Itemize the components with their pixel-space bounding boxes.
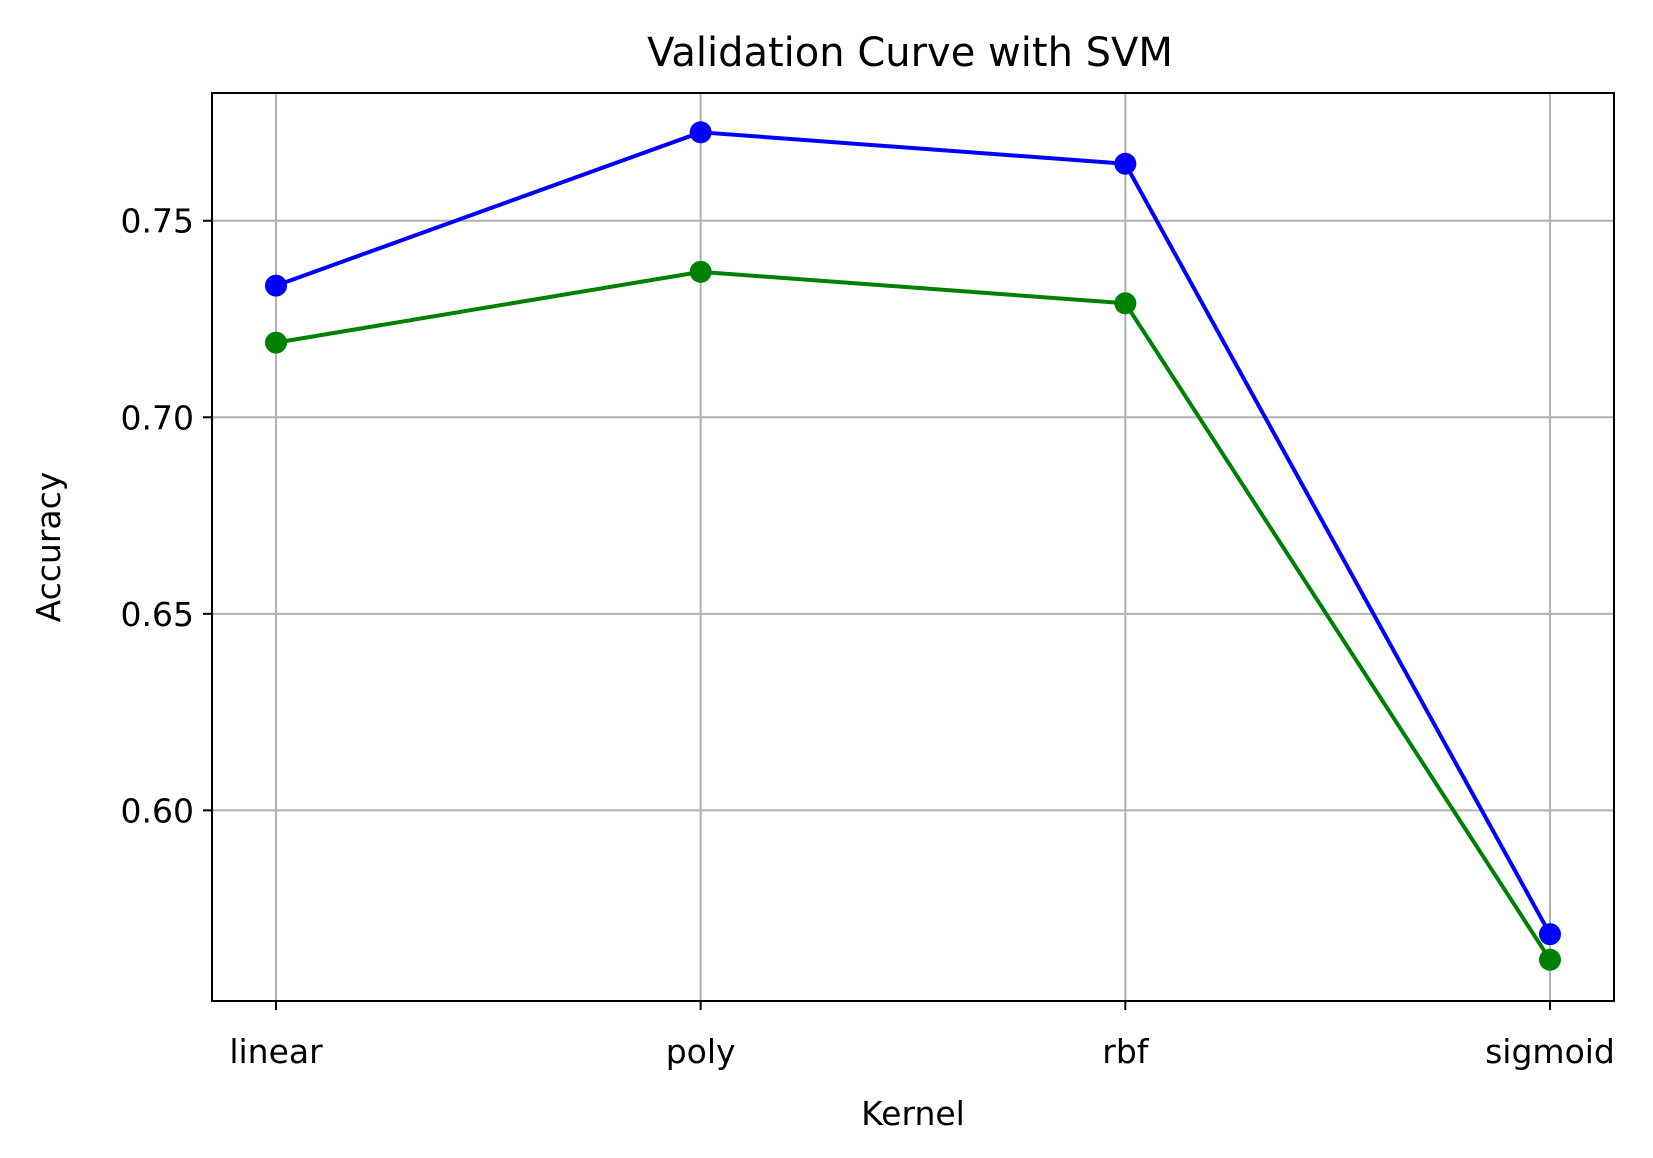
x-tick-label: rbf xyxy=(1102,1032,1150,1071)
series-2 xyxy=(265,260,1561,971)
data-point xyxy=(265,331,287,354)
series-layer xyxy=(265,121,1561,971)
grid-layer xyxy=(212,93,1614,1001)
y-tick-label: 0.75 xyxy=(121,202,194,241)
series-1 xyxy=(265,121,1561,946)
series-line xyxy=(275,130,1552,936)
y-tick-label: 0.65 xyxy=(121,595,194,634)
chart-title: Validation Curve with SVM xyxy=(647,30,1173,76)
data-point xyxy=(689,121,712,144)
x-tick-label: sigmoid xyxy=(1485,1032,1615,1071)
y-tick-label: 0.60 xyxy=(121,791,194,830)
x-tick-label: linear xyxy=(229,1032,323,1071)
x-axis-label: Kernel xyxy=(861,1094,965,1133)
data-point xyxy=(1539,923,1561,946)
tick-layer: linear poly rbf sigmoid 0.60 0.65 0.70 0.75 xyxy=(121,202,1615,1071)
data-point xyxy=(265,274,287,297)
y-axis-label: Accuracy xyxy=(29,472,68,623)
x-tick-label: poly xyxy=(666,1032,736,1071)
data-point xyxy=(1114,292,1137,315)
plot-frame xyxy=(211,92,1615,1002)
data-point xyxy=(1539,948,1561,971)
series-line xyxy=(275,269,1552,961)
data-point xyxy=(689,260,712,283)
y-tick-label: 0.70 xyxy=(121,398,194,437)
data-point xyxy=(1114,152,1137,175)
